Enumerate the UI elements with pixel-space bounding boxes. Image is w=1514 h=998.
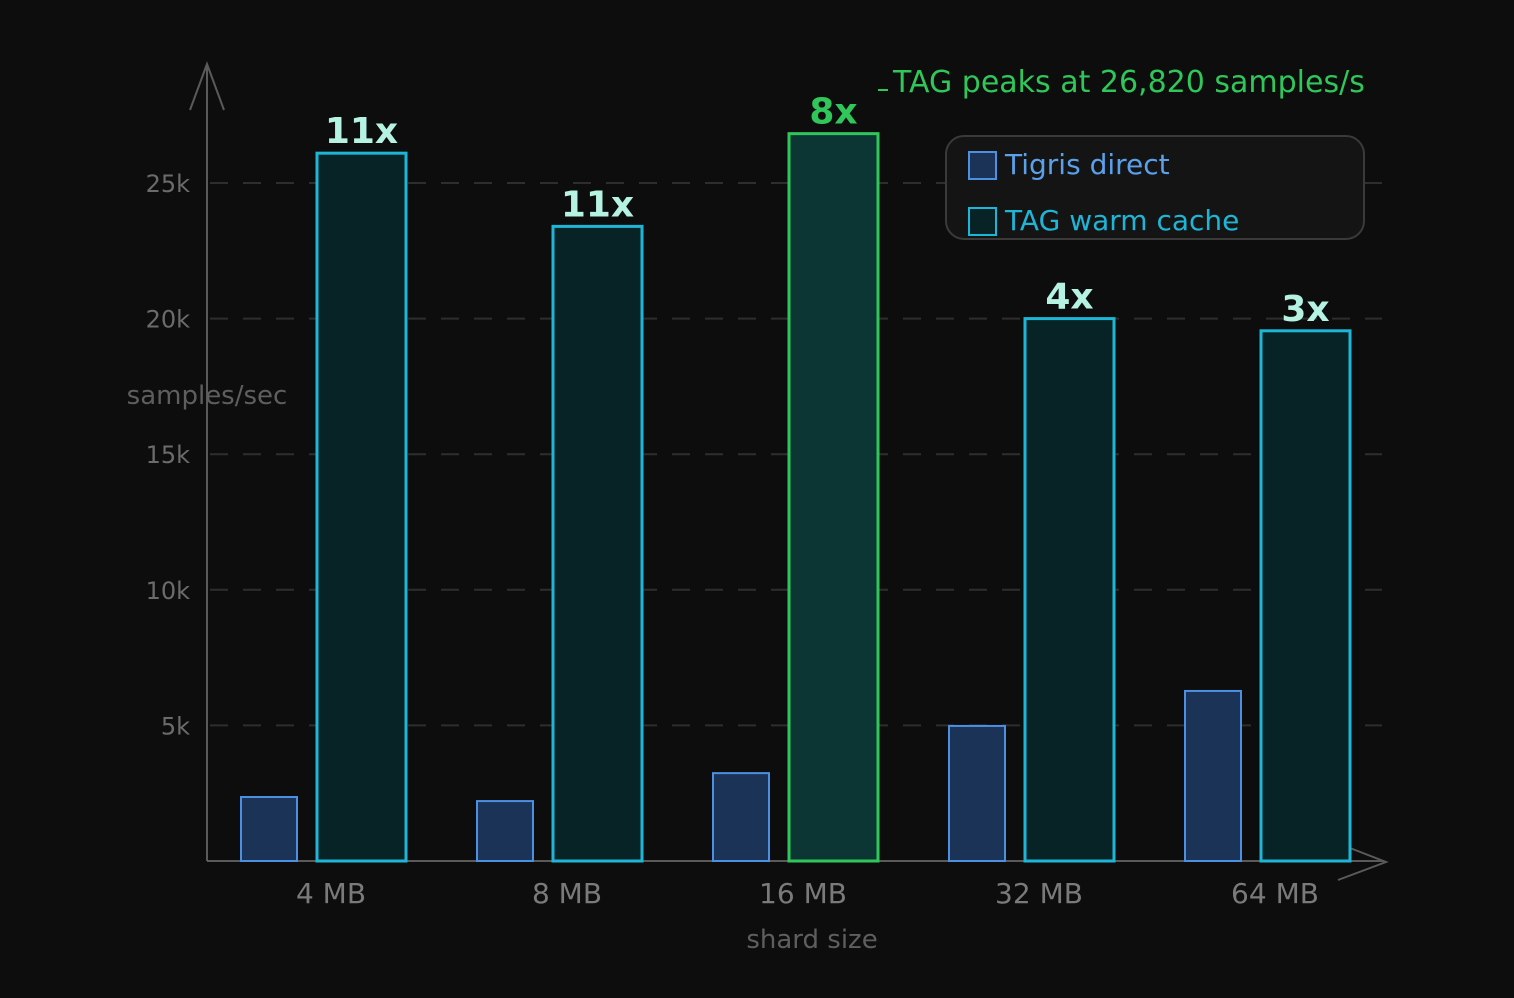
- bar-group: 4x: [948, 277, 1116, 863]
- bar-tag-warm-cache: [551, 224, 644, 863]
- x-axis-arrow-icon: [1337, 847, 1389, 881]
- bar-tigris-direct: [240, 795, 298, 863]
- bars: 11x 11x 8x 4x 3x: [240, 92, 1352, 863]
- peak-annotation: TAG peaks at 26,820 samples/s: [878, 65, 1365, 100]
- bar-tigris-direct: [1184, 689, 1242, 862]
- bar-group: 8x: [712, 92, 880, 863]
- speedup-label: 4x: [1045, 277, 1093, 318]
- y-tick-label: 25k: [146, 170, 191, 198]
- bar-tigris-direct: [712, 772, 770, 863]
- y-tick-label: 20k: [146, 306, 191, 334]
- x-tick-label: 64 MB: [1231, 877, 1319, 910]
- bar-group: 3x: [1184, 289, 1352, 863]
- legend-box: [945, 135, 1365, 240]
- legend: Tigris direct TAG warm cache: [945, 135, 1365, 240]
- speedup-label: 11x: [325, 111, 398, 152]
- legend-swatch-tigris: [968, 151, 997, 180]
- y-axis-arrow-icon: [189, 61, 225, 111]
- speedup-label: 8x: [809, 92, 857, 133]
- bar-group: 11x: [240, 111, 408, 863]
- bar-tag-warm-cache: [1023, 317, 1116, 863]
- y-tick-label: 15k: [146, 441, 191, 469]
- y-tick-label: 5k: [161, 712, 190, 740]
- y-tick-label: 10k: [146, 577, 191, 605]
- annotation-text: TAG peaks at 26,820 samples/s: [892, 65, 1365, 100]
- x-tick-labels: 4 MB 8 MB 16 MB 32 MB 64 MB: [296, 877, 1319, 910]
- x-tick-label: 4 MB: [296, 877, 366, 910]
- x-tick-label: 16 MB: [759, 877, 847, 910]
- x-tick-label: 32 MB: [995, 877, 1083, 910]
- x-axis-title: shard size: [746, 925, 877, 955]
- legend-label-tag: TAG warm cache: [1004, 204, 1239, 237]
- bar-tigris-direct: [948, 724, 1006, 862]
- speedup-label: 11x: [561, 184, 634, 225]
- x-tick-label: 8 MB: [532, 877, 602, 910]
- bar-tag-warm-cache: [1259, 329, 1352, 863]
- y-tick-labels: 5k 10k 15k 20k 25k: [146, 170, 191, 740]
- bar-group: 11x: [476, 184, 644, 863]
- bar-tag-warm-cache: [787, 132, 880, 863]
- speedup-label: 3x: [1281, 289, 1329, 330]
- bar-tag-warm-cache: [315, 151, 408, 863]
- legend-swatch-tag: [968, 207, 997, 236]
- y-axis-title: samples/sec: [127, 381, 288, 411]
- bar-tigris-direct: [476, 800, 534, 863]
- legend-label-tigris: Tigris direct: [1004, 148, 1170, 181]
